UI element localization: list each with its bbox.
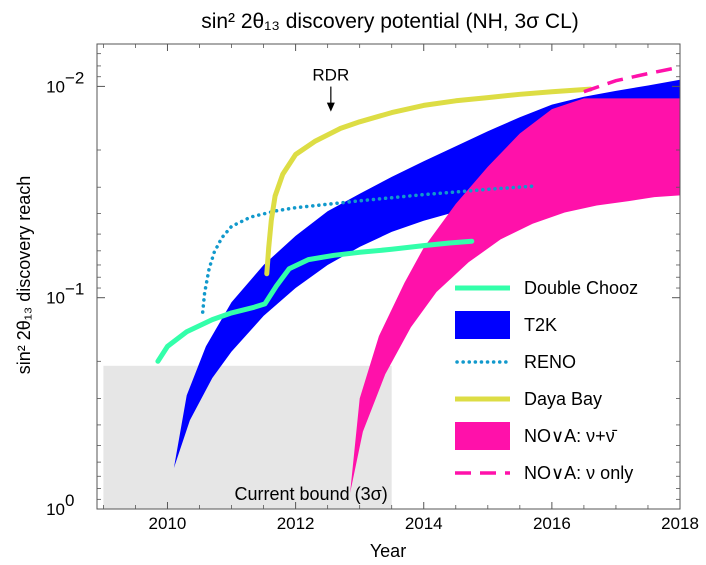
legend-no-a-label: NO∨A: ν+ν̄ bbox=[524, 426, 618, 446]
y-tick-exponent: 0 bbox=[65, 491, 74, 510]
y-tick-exponent: −1 bbox=[65, 280, 84, 299]
chart-title: sin² 2θ₁₃ discovery potential (NH, 3σ CL… bbox=[201, 10, 579, 33]
legend-t2k-swatch bbox=[455, 311, 510, 339]
series-daya-bay-line bbox=[264, 86, 593, 277]
x-tick-label: 2016 bbox=[533, 514, 571, 533]
y-tick-label: 10 bbox=[46, 289, 65, 308]
y-tick-label: 10 bbox=[46, 500, 65, 519]
legend-no-a-swatch bbox=[455, 422, 510, 450]
series-no-a-band bbox=[350, 98, 680, 494]
y-tick-exponent: −2 bbox=[65, 68, 84, 87]
y-axis-title: sin² 2θ₁₃ discovery reach bbox=[14, 176, 34, 374]
series-double-chooz-line bbox=[155, 238, 475, 364]
series-reno-line bbox=[200, 184, 538, 314]
legend-daya-bay-label: Daya Bay bbox=[524, 389, 602, 409]
y-tick-label: 10 bbox=[46, 77, 65, 96]
current-bound-region bbox=[103, 365, 392, 509]
x-axis-title: Year bbox=[370, 541, 406, 561]
x-tick-label: 2014 bbox=[405, 514, 443, 533]
rdr-arrow-head bbox=[326, 102, 335, 112]
x-tick-label: 2018 bbox=[661, 514, 699, 533]
legend-no-a-only-label: NO∨A: ν only bbox=[524, 463, 633, 483]
current-bound-label: Current bound (3σ) bbox=[235, 484, 388, 504]
legend: Double Chooz T2K RENO Daya Bay NO∨A: ν+ν̄ NO∨… bbox=[455, 278, 638, 483]
plot-frame bbox=[96, 43, 681, 510]
x-tick-label: 2012 bbox=[277, 514, 315, 533]
legend-double-chooz-label: Double Chooz bbox=[524, 278, 638, 298]
rdr-annotation: RDR bbox=[312, 66, 349, 85]
legend-t2k-label: T2K bbox=[524, 315, 557, 335]
legend-reno-label: RENO bbox=[524, 352, 576, 372]
series-no-a-only-line bbox=[583, 65, 681, 94]
x-tick-label: 2010 bbox=[149, 514, 187, 533]
